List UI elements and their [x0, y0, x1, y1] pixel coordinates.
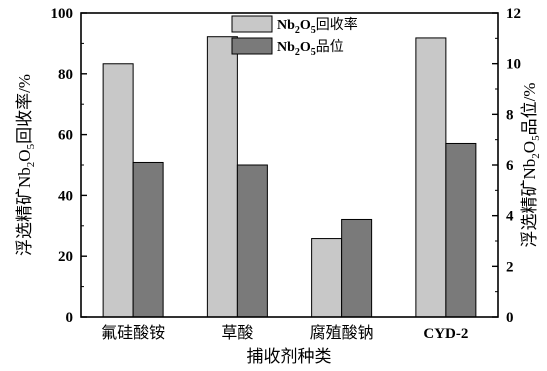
- left-tick-label: 0: [66, 310, 74, 326]
- x-axis: 氟硅酸铵 草酸 腐殖酸钠 CYD-2: [101, 324, 468, 342]
- right-tick-label: 4: [506, 209, 514, 225]
- left-tick-label: 40: [58, 188, 73, 204]
- x-axis-title: 捕收剂种类: [247, 347, 332, 366]
- left-tick-label: 60: [58, 128, 73, 144]
- bar-grade-3: [445, 142, 477, 318]
- legend: Nb2O5回收率 Nb2O5品位: [231, 15, 358, 58]
- bars-layer: [102, 36, 477, 318]
- legend-swatch-grade: [231, 37, 273, 55]
- left-tick-label: 100: [51, 6, 74, 22]
- right-axis-title: 浮选精矿Nb2O5品位/%: [520, 83, 542, 248]
- right-tick-label: 0: [506, 310, 514, 326]
- bar-grade-2: [341, 218, 373, 318]
- left-tick-label: 20: [58, 249, 73, 265]
- right-tick-label: 6: [506, 158, 514, 174]
- right-tick-label: 10: [506, 57, 521, 73]
- x-tick-label: 腐殖酸钠: [310, 324, 374, 342]
- left-axis: 0 20 40 60 80 100: [51, 6, 87, 326]
- bar-recovery-2: [311, 238, 343, 318]
- right-tick-label: 2: [506, 259, 514, 275]
- bar-grade-1: [236, 164, 268, 318]
- left-tick-label: 80: [58, 67, 73, 83]
- x-tick-label: 氟硅酸铵: [101, 324, 165, 342]
- legend-label-recovery: Nb2O5回收率: [277, 16, 358, 36]
- bar-recovery-1: [206, 36, 238, 318]
- x-tick-label: CYD-2: [423, 326, 468, 342]
- left-axis-title: 浮选精矿Nb2O5回收率/%: [15, 74, 37, 256]
- right-tick-label: 12: [506, 6, 521, 22]
- x-tick-label: 草酸: [221, 324, 253, 342]
- legend-label-grade: Nb2O5品位: [277, 39, 344, 58]
- bar-recovery-0: [102, 63, 134, 318]
- legend-swatch-recovery: [231, 15, 273, 33]
- bar-grade-0: [132, 161, 164, 318]
- right-axis: 0 2 4 6 8 10 12: [492, 6, 521, 326]
- right-tick-label: 8: [506, 107, 514, 123]
- bar-recovery-3: [415, 37, 447, 318]
